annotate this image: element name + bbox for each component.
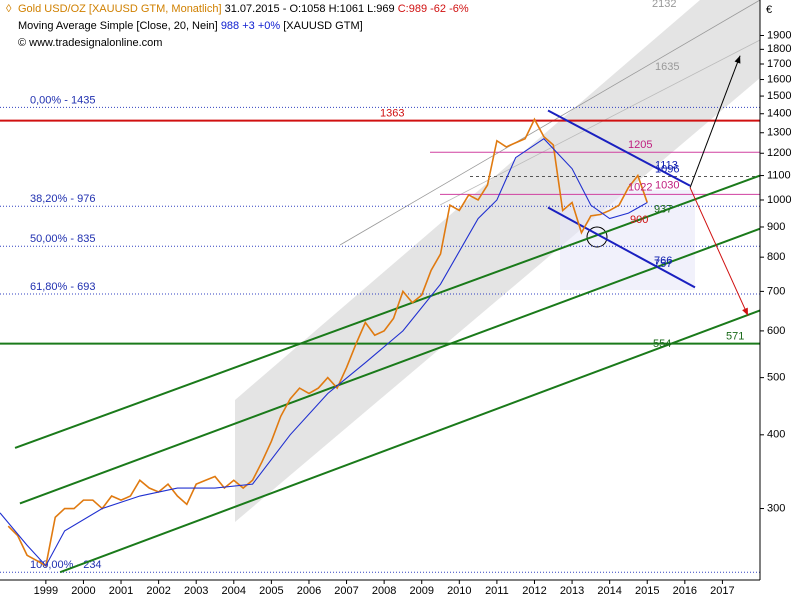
y-tick-label: 800 (767, 251, 785, 263)
x-tick-label: 2016 (673, 585, 697, 597)
x-tick-label: 2012 (522, 585, 546, 597)
fib-label: 50,00% - 835 (30, 233, 95, 245)
x-tick-label: 2002 (146, 585, 170, 597)
price-label: 757 (654, 258, 672, 270)
y-tick-label: 500 (767, 372, 785, 384)
header-line-1: Gold USD/OZ [XAUUSD GTM, Monatlich] 31.0… (18, 3, 469, 15)
x-tick-label: 2014 (597, 585, 621, 597)
trend-line (59, 309, 761, 574)
low-marker (586, 226, 608, 248)
price-label: 1635 (655, 61, 679, 73)
y-tick-label: 1800 (767, 43, 791, 55)
copyright: © www.tradesignalonline.com (18, 37, 162, 49)
y-tick-label: 400 (767, 429, 785, 441)
price-label: 1205 (628, 139, 652, 151)
y-tick-label: 1000 (767, 194, 791, 206)
y-tick-label: 1700 (767, 58, 791, 70)
price-label: 1113 (655, 159, 678, 171)
x-tick-label: 2001 (109, 585, 133, 597)
fib-label: 0,00% - 1435 (30, 94, 95, 106)
date: 31.07.2015 (225, 3, 280, 15)
y-tick-label: 1400 (767, 108, 791, 120)
price-label: 554 (653, 338, 671, 350)
y-tick-label: 900 (767, 221, 785, 233)
y-tick-label: 700 (767, 285, 785, 297)
x-tick-label: 2015 (635, 585, 659, 597)
x-tick-label: 2005 (259, 585, 283, 597)
x-tick-label: 2008 (372, 585, 396, 597)
ohlc: - O:1058 H:1061 L:969 (283, 3, 395, 15)
y-tick-label: 300 (767, 502, 785, 514)
y-tick-label: 600 (767, 325, 785, 337)
x-tick-label: 2013 (560, 585, 584, 597)
y-tick-label: 1100 (767, 169, 791, 181)
price-label: 937 (654, 204, 672, 216)
price-label: 1030 (655, 179, 679, 191)
price-label: 1363 (380, 108, 404, 120)
y-tick-label: 1900 (767, 29, 791, 41)
indicator-source: [XAUUSD GTM] (283, 20, 362, 32)
trend-line (547, 206, 696, 289)
y-tick-label: 1500 (767, 90, 791, 102)
icon: ◊ (6, 3, 12, 15)
instrument: Gold USD/OZ [XAUUSD GTM, Monatlich] (18, 3, 222, 15)
mid-guide (439, 39, 761, 206)
x-tick-label: 2011 (485, 585, 509, 597)
x-tick-label: 2017 (710, 585, 734, 597)
x-tick-label: 2003 (184, 585, 208, 597)
fib-label: 61,80% - 693 (30, 281, 95, 293)
trend-line (14, 174, 761, 449)
indicator-values: 988 +3 +0% (221, 20, 281, 32)
arrow-head (734, 55, 741, 64)
arrow-head (742, 307, 748, 316)
x-tick-label: 2006 (297, 585, 321, 597)
x-tick-label: 2009 (409, 585, 433, 597)
indicator: Moving Average Simple [Close, 20, Nein] (18, 20, 218, 32)
arrow (689, 55, 741, 188)
channel-shade (235, 0, 760, 522)
fib-label: 38,20% - 976 (30, 193, 95, 205)
price-label: 900 (630, 214, 648, 226)
price-label: 1022 (628, 181, 652, 193)
header-line-2: Moving Average Simple [Close, 20, Nein] … (18, 20, 363, 32)
close: C:989 -62 -6% (398, 3, 469, 15)
x-tick-label: 2004 (222, 585, 246, 597)
trend-line (547, 109, 691, 187)
target-zone (560, 190, 695, 290)
x-tick-label: 2010 (447, 585, 471, 597)
x-tick-label: 2000 (71, 585, 95, 597)
arrow (689, 187, 749, 316)
price-line (0, 138, 648, 567)
y-tick-label: 1300 (767, 127, 791, 139)
price-label: 2132 (652, 0, 676, 10)
price-line (7, 117, 648, 567)
price-label: 571 (726, 331, 744, 343)
plot-area: 0,00% - 1435 38,20% - 976 50,00% - 835 61,8… (0, 0, 761, 574)
currency: € (766, 4, 772, 16)
y-tick-label: 1600 (767, 73, 791, 85)
trend-line (19, 227, 761, 505)
x-tick-label: 2007 (334, 585, 358, 597)
y-tick-label: 1200 (767, 147, 791, 159)
x-tick-label: 1999 (34, 585, 58, 597)
price-label: 766 (654, 255, 672, 267)
price-label: 1096 (655, 163, 679, 175)
outer-guide (339, 0, 761, 246)
